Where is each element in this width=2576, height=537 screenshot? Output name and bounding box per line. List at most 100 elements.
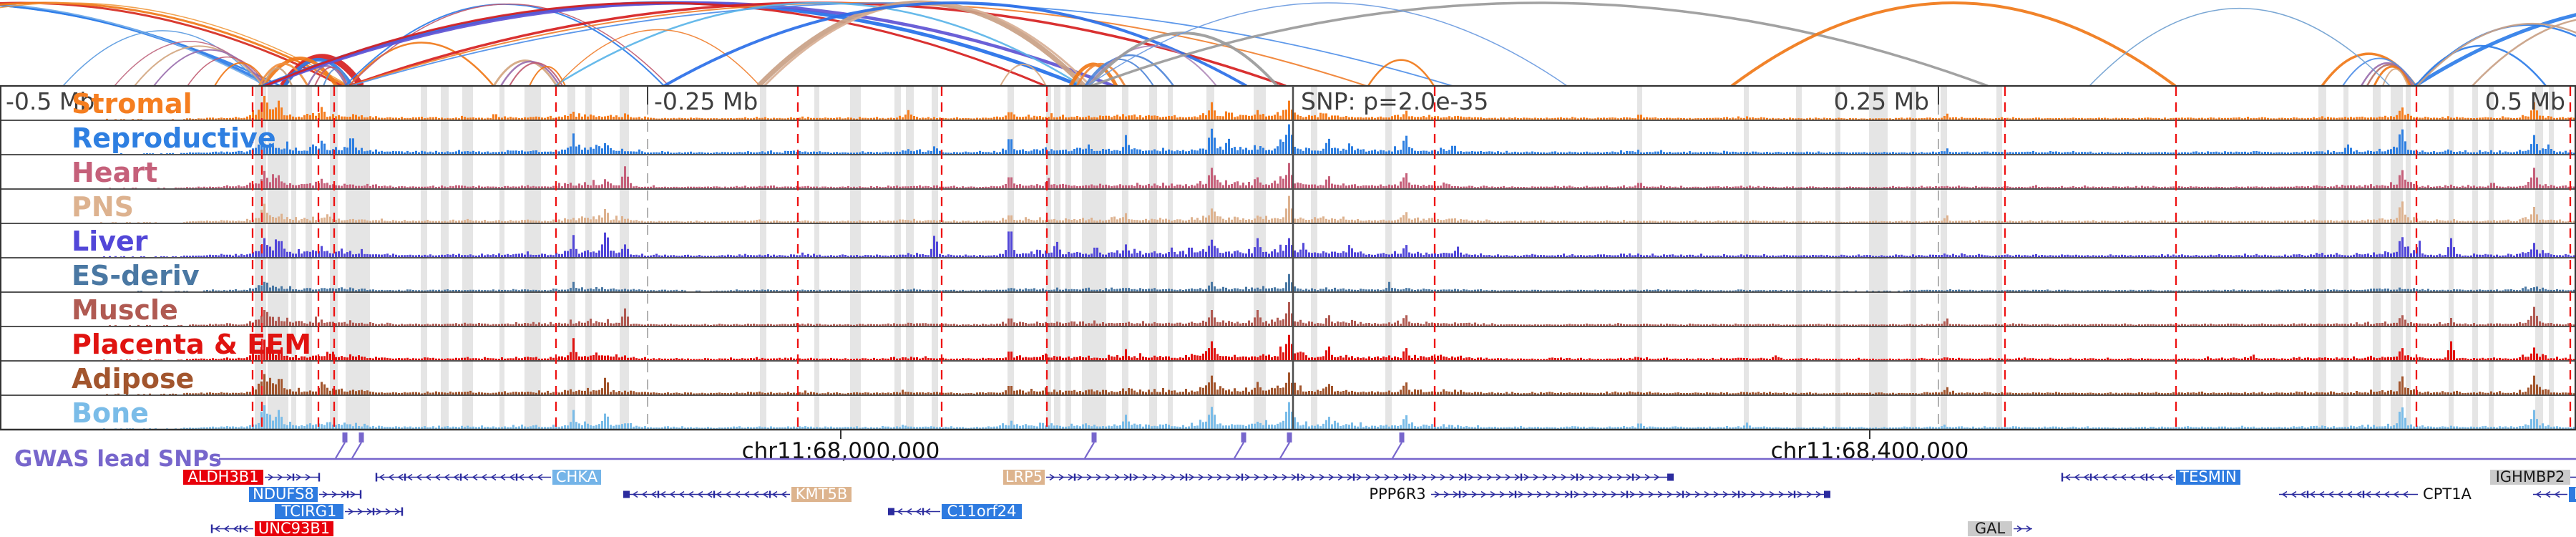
gene-label: LRP5 [1005,468,1043,485]
interaction-arc [492,59,558,86]
gene-strand-arrow [1114,473,1121,481]
gene-end-square [1824,490,1830,498]
track-row-stromal [106,96,2575,120]
gene-strand-arrow [2064,473,2071,481]
interaction-arc [214,62,268,86]
gene-strand-arrow [366,508,373,516]
track-row-liver [103,231,2575,257]
gene-strand-arrow [1319,473,1325,481]
interaction-arc [2414,13,2576,86]
gene-strand-arrow [376,508,382,516]
gene-strand-arrow [1384,473,1390,481]
gene-strand-arrow [632,490,638,498]
gene-strand-arrow [1151,473,1158,481]
gene-strand-arrow [1123,473,1130,481]
gene-strand-arrow [242,525,248,533]
gene-strand-arrow [1458,473,1465,481]
gene-strand-arrow [1434,490,1440,498]
gene-strand-arrow [1086,473,1093,481]
gene-gal: GAL [1968,520,2032,537]
gene-strand-arrow [1797,490,1803,498]
gene-strand-arrow [1626,473,1632,481]
gene-strand-arrow [1254,473,1260,481]
gene-strand-arrow [233,525,239,533]
interaction-arc [1075,63,1126,86]
gwas-snp-connector [1279,442,1290,459]
gene-strand-arrow [1105,473,1111,481]
gene-label: PPP6R3 [1369,485,1425,503]
interaction-arc [323,68,350,86]
gene-ndufs8: NDUFS8 [249,485,362,503]
interaction-arc [1730,1,2177,86]
gene-strand-arrow [388,473,394,481]
track-row-placenta-eem [103,334,2575,360]
gene-strand-arrow [481,473,487,481]
gene-strand-arrow [734,490,741,498]
gene-strand-arrow [1049,473,1055,481]
track-label-muscle: Muscle [72,294,178,326]
gene-strand-arrow [2281,490,2288,498]
interaction-arc [0,4,281,86]
gene-strand-arrow [2365,490,2371,498]
interaction-arc [0,2,350,86]
gene-strand-arrow [1523,473,1530,481]
gene-strand-arrow [2374,490,2381,498]
gene-unc93b1: UNC93B1 [210,520,333,537]
gene-kmt5b: KMT5B [623,485,852,503]
gene-strand-arrow [1068,473,1074,481]
gene-strand-arrow [2016,525,2023,533]
gene-strand-arrow [1462,490,1468,498]
gene-strand-arrow [1421,473,1428,481]
gene-strand-arrow [1300,473,1307,481]
interaction-arc [1088,32,1279,86]
gene-label-bg [2176,470,2240,485]
gene-strand-arrow [1226,473,1232,481]
gene-label-bg [255,521,333,536]
gene-strand-arrow [1546,490,1552,498]
gene-label-bg [791,487,852,502]
gene-strand-arrow [678,490,685,498]
gene-label-bg [942,504,1022,519]
interaction-arc [529,66,566,86]
gene-strand-arrow [1760,490,1766,498]
gwas-snp-marker [1399,432,1405,442]
gene-strand-arrow [1583,490,1589,498]
interaction-arc [1000,64,1047,86]
gene-label-bg [249,487,318,502]
gene-strand-arrow [1778,490,1785,498]
gene-strand-arrow [2074,473,2080,481]
gene-strand-arrow [1077,473,1083,481]
gwas-snp-marker [1287,432,1292,442]
gene-tesmin: TESMIN [2061,468,2240,485]
gene-strand-arrow [499,473,506,481]
gene-strand-arrow [706,490,713,498]
gene-strand-arrow [1508,490,1515,498]
interaction-arc [258,62,309,86]
gene-strand-arrow [1654,473,1660,481]
gene-strand-arrow [1468,473,1474,481]
gene-strand-arrow [2402,490,2409,498]
gene-strand-arrow [781,490,787,498]
gene-strand-arrow [2356,490,2362,498]
interaction-arc [2416,23,2576,86]
gene-strand-arrow [2384,490,2390,498]
interaction-arc [1091,1,1989,86]
gene-strand-arrow [2139,473,2145,481]
gene-strand-arrow [1574,490,1580,498]
gene-strand-arrow [1198,473,1204,481]
gene-strand-arrow [1189,473,1195,481]
signal-muscle [109,302,2575,326]
gwas-snp-marker [1241,432,1246,442]
gene-label: ALDH3B1 [187,468,258,485]
gwas-snp-connector [1392,442,1402,459]
gwas-snp-marker [342,432,348,442]
gene-strand-arrow [1402,473,1409,481]
gene-strand-arrow [1453,490,1459,498]
gene-label: UNC93B1 [258,520,330,537]
gwas-lead-snps-track: GWAS lead SNPs [14,432,2576,472]
ruler-label: -0.5 Mb [6,87,94,115]
gene-strand-arrow [1769,490,1775,498]
interaction-arc [1087,45,1217,86]
gene-strand-arrow [1639,490,1645,498]
